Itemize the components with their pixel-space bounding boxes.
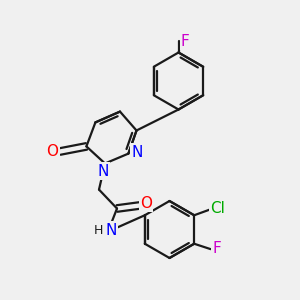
Text: F: F: [181, 34, 190, 49]
Text: N: N: [105, 223, 117, 238]
Text: H: H: [94, 224, 103, 237]
Text: N: N: [98, 164, 109, 178]
Text: N: N: [131, 145, 142, 160]
Text: O: O: [46, 144, 58, 159]
Text: O: O: [140, 196, 152, 211]
Text: Cl: Cl: [210, 201, 225, 216]
Text: F: F: [212, 241, 221, 256]
